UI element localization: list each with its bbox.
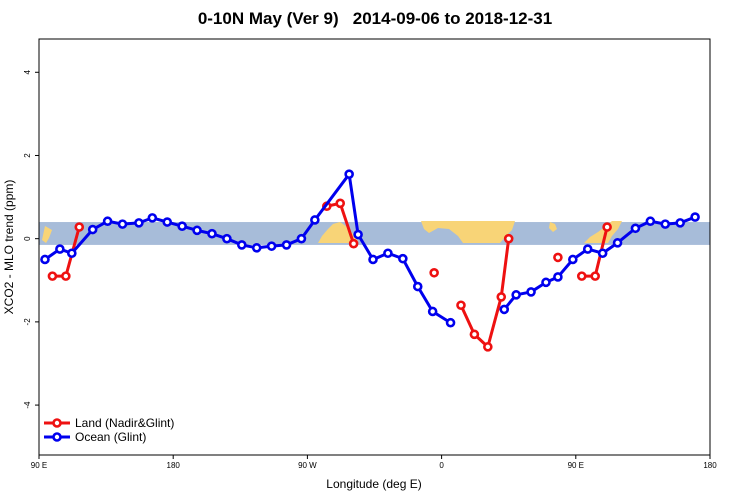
data-point bbox=[597, 248, 608, 259]
data-point bbox=[162, 217, 173, 227]
data-point bbox=[192, 225, 202, 236]
data-point bbox=[236, 240, 247, 250]
x-axis-label: Longitude (deg E) bbox=[326, 477, 421, 491]
series-ocean bbox=[40, 169, 700, 328]
legend-item: Land (Nadir&Glint) bbox=[44, 416, 174, 430]
data-point bbox=[630, 223, 641, 234]
data-point bbox=[511, 290, 521, 300]
data-point bbox=[660, 219, 671, 229]
data-point bbox=[612, 238, 623, 248]
legend-swatch-marker bbox=[52, 432, 62, 442]
legend-label: Land (Nadir&Glint) bbox=[75, 416, 174, 430]
chart-title: 0-10N May (Ver 9) 2014-09-06 to 2018-12-… bbox=[197, 9, 553, 28]
land-ocean-band bbox=[39, 221, 710, 245]
legend-swatch-marker bbox=[52, 418, 62, 428]
data-point bbox=[590, 271, 600, 281]
data-point bbox=[134, 218, 144, 228]
data-point bbox=[383, 248, 393, 259]
legend-label: Ocean (Glint) bbox=[75, 430, 146, 444]
data-point bbox=[344, 169, 354, 179]
data-point bbox=[310, 215, 320, 225]
land-patch-south-america-africa bbox=[421, 221, 515, 243]
data-point bbox=[427, 306, 438, 317]
data-point bbox=[503, 233, 514, 244]
ocean-band bbox=[39, 222, 710, 245]
data-point bbox=[499, 304, 510, 315]
data-point bbox=[251, 243, 262, 253]
land-patch-west bbox=[42, 226, 52, 243]
land-patch-islands-2 bbox=[584, 221, 622, 243]
data-point bbox=[582, 244, 593, 254]
x-tick-label: 0 bbox=[439, 461, 444, 470]
y-tick-label: 4 bbox=[23, 70, 32, 75]
data-point bbox=[55, 244, 65, 254]
data-point bbox=[67, 248, 77, 259]
x-tick-label: 90 W bbox=[298, 461, 317, 470]
data-point bbox=[222, 233, 232, 244]
data-point bbox=[207, 228, 217, 239]
x-tick-label: 90 E bbox=[31, 461, 47, 470]
data-point bbox=[61, 271, 71, 281]
data-point bbox=[40, 254, 50, 265]
legend-item: Ocean (Glint) bbox=[44, 430, 146, 444]
data-point bbox=[445, 317, 456, 328]
data-point bbox=[398, 253, 408, 264]
y-tick-label: 2 bbox=[23, 153, 32, 158]
data-point bbox=[87, 224, 98, 235]
data-point bbox=[483, 342, 493, 352]
y-axis-label: XCO2 - MLO trend (ppm) bbox=[2, 180, 16, 315]
y-tick-label: 0 bbox=[23, 236, 32, 241]
data-point bbox=[266, 241, 277, 251]
plot-frame bbox=[38, 38, 711, 456]
data-point bbox=[296, 233, 307, 244]
data-point bbox=[568, 254, 578, 265]
data-point bbox=[353, 229, 363, 240]
data-point bbox=[553, 252, 563, 263]
data-point bbox=[102, 216, 113, 227]
data-point bbox=[429, 267, 439, 278]
data-point bbox=[281, 240, 292, 250]
x-axis: 90 E 180 90 W 0 90 E 180 bbox=[31, 455, 717, 470]
data-point bbox=[412, 281, 423, 292]
x-tick-label: 180 bbox=[167, 461, 181, 470]
data-point bbox=[675, 218, 685, 228]
data-point bbox=[177, 221, 187, 231]
y-tick-label: -2 bbox=[23, 318, 32, 326]
series-land bbox=[47, 198, 612, 352]
y-tick-label: -4 bbox=[23, 401, 32, 409]
x-tick-label: 180 bbox=[703, 461, 717, 470]
data-point bbox=[526, 287, 536, 297]
data-point bbox=[335, 198, 346, 209]
land-patch-central-america bbox=[318, 222, 358, 243]
data-point bbox=[690, 212, 700, 222]
data-point bbox=[576, 271, 587, 281]
data-point bbox=[456, 300, 466, 311]
data-point bbox=[147, 213, 158, 223]
series-layer bbox=[40, 169, 700, 352]
data-point bbox=[368, 254, 378, 265]
data-point bbox=[469, 329, 480, 340]
data-point bbox=[602, 222, 612, 232]
data-point bbox=[496, 292, 507, 302]
data-point bbox=[553, 272, 563, 282]
legend: Land (Nadir&Glint)Ocean (Glint) bbox=[44, 416, 174, 444]
land-patch-islands-1 bbox=[549, 222, 557, 232]
series-line bbox=[44, 172, 452, 324]
data-point bbox=[74, 222, 85, 232]
data-point bbox=[117, 219, 128, 229]
x-tick-label: 90 E bbox=[568, 461, 584, 470]
data-point bbox=[47, 271, 58, 281]
data-point bbox=[645, 216, 656, 227]
data-point bbox=[541, 277, 551, 288]
data-point bbox=[348, 238, 359, 249]
y-axis: 4 2 0 -2 -4 bbox=[23, 70, 39, 409]
